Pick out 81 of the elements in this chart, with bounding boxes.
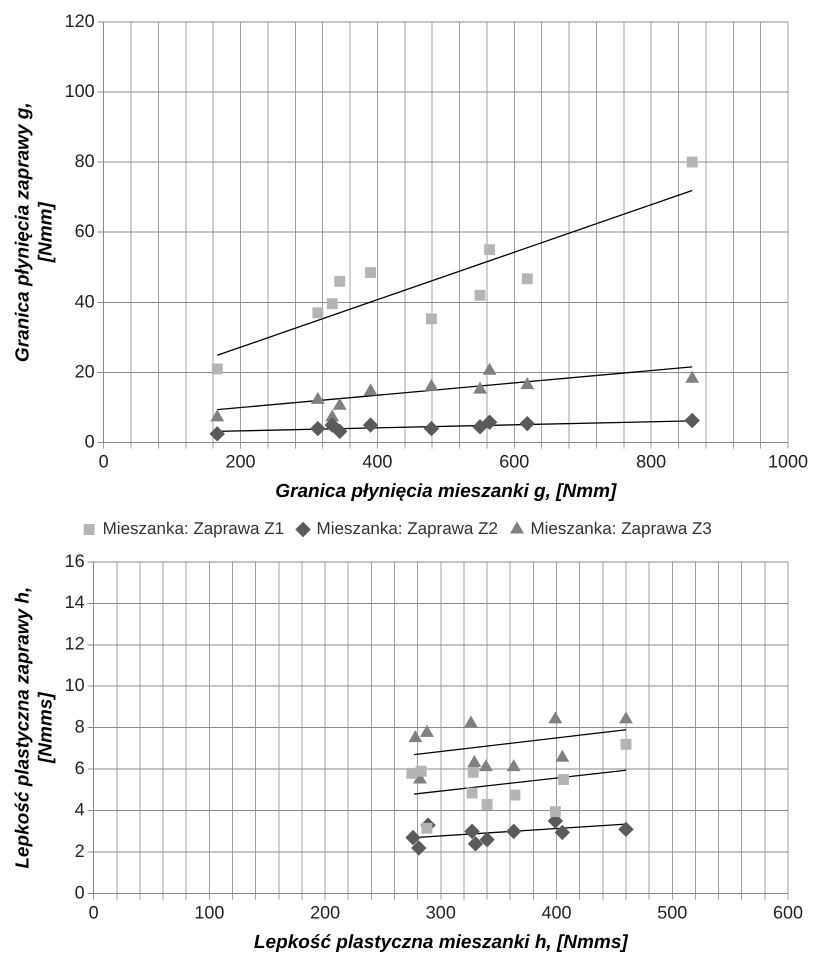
point [468,766,479,778]
point [334,276,346,287]
y-axis-title: Lepkość plastyczna zaprawy h, [Nmms] [12,586,56,869]
legend-label: Mieszanka: Zaprawa Z3 [530,519,712,538]
point [548,712,562,724]
point [310,421,326,436]
point [472,419,488,434]
point [421,822,432,834]
point [619,712,633,724]
point [484,244,496,256]
point [550,806,561,818]
y-tick-label: 100 [64,80,95,101]
point [474,290,486,301]
y-tick-label: 120 [64,10,95,31]
point [312,307,324,318]
point [482,414,498,430]
point [620,738,632,750]
y-tick-label: 6 [74,758,85,778]
point [520,416,535,432]
point [420,725,434,737]
y-tick-label: 0 [84,432,95,452]
y-tick-label: 4 [74,800,85,820]
point [554,824,570,840]
point [509,790,520,801]
point [466,788,478,798]
point [468,755,481,767]
point [482,798,493,810]
x-axis-title: Granica płynięcia mieszanki g, [Nmm] [275,480,618,502]
point [426,313,437,324]
y-tick-label: 40 [74,291,95,312]
point [479,760,493,772]
x-axis-title: Lepkość plastyczna mieszanki h, [Nmms] [254,932,628,953]
point [480,832,495,848]
x-tick-label: 600 [772,902,804,922]
point [464,824,480,839]
point [332,424,348,439]
y-tick-label: 8 [74,716,85,737]
point [684,413,700,428]
point [556,750,569,762]
point [212,364,223,374]
point [210,426,225,442]
x-tick-label: 100 [194,902,224,922]
y-tick-label: 16 [64,550,85,571]
point [406,830,421,846]
point [408,730,422,742]
y-tick-label: 2 [74,841,85,862]
point [464,716,478,728]
legend-label: Mieszanka: Zaprawa Z2 [316,519,498,538]
point [324,418,340,433]
point [424,421,439,436]
y-tick-label: 20 [74,361,95,382]
x-tick-label: 500 [657,902,688,922]
point [365,267,376,278]
point [522,273,533,284]
point [326,298,338,310]
point [686,156,698,168]
point [618,822,634,837]
y-tick-label: 80 [74,151,95,172]
y-axis-title: Granica płynięcia zaprawy g, [Nmm] [12,102,56,362]
x-tick-label: 800 [636,451,666,472]
point [558,774,569,785]
y-tick-label: 10 [64,675,85,696]
x-tick-label: 0 [98,451,109,472]
point [468,836,484,852]
x-tick-label: 400 [542,902,572,922]
y-tick-label: 12 [64,634,85,654]
point [411,840,426,856]
point [506,824,522,839]
x-tick-label: 200 [310,902,340,922]
legend-label: Mieszanka: Zaprawa Z1 [102,519,284,538]
point [507,760,520,772]
y-tick-label: 60 [74,221,95,242]
x-tick-label: 200 [225,451,256,472]
x-tick-label: 400 [362,451,392,472]
x-tick-label: 600 [499,451,530,472]
y-tick-label: 0 [74,882,85,903]
point [363,418,378,433]
x-tick-label: 1000 [768,451,808,472]
x-tick-label: 300 [426,902,456,922]
point [416,766,427,777]
y-tick-label: 14 [64,592,85,612]
